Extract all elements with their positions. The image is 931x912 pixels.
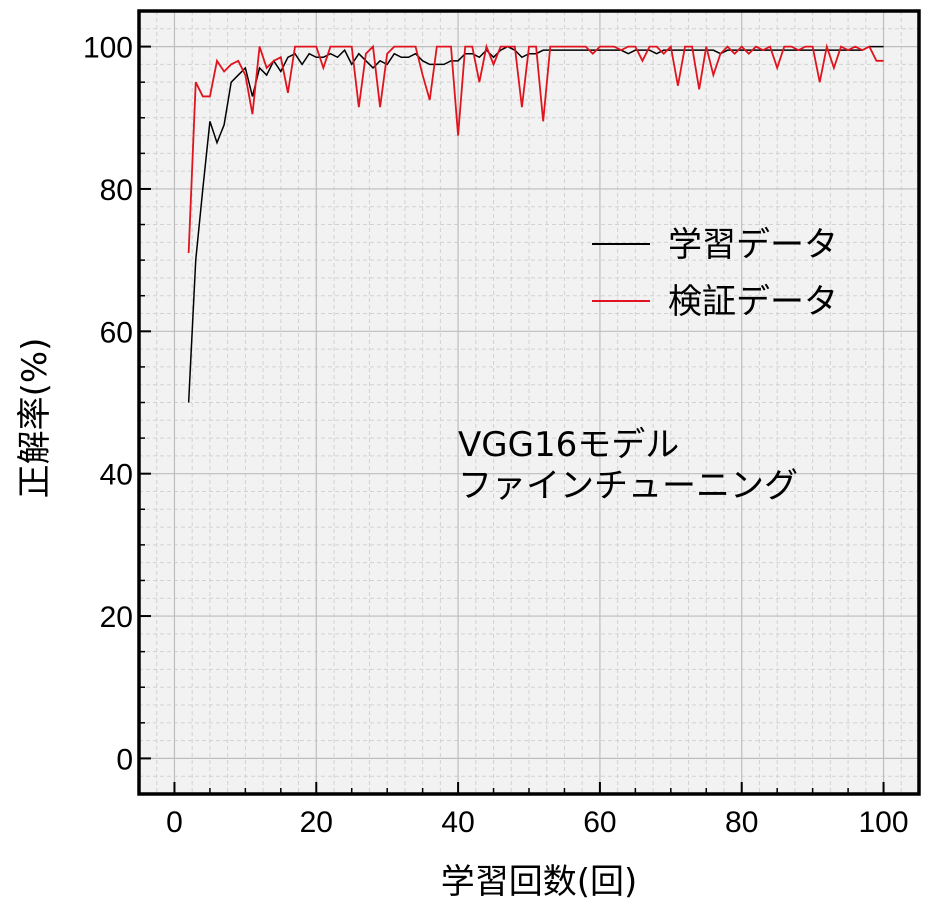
x-tick-label: 80 xyxy=(725,806,758,839)
x-tick-label: 100 xyxy=(859,806,909,839)
y-tick-label: 0 xyxy=(116,743,133,776)
annotation-model: VGG16モデル xyxy=(458,425,679,465)
x-tick-label: 60 xyxy=(583,806,616,839)
y-axis-label: 正解率(%) xyxy=(15,338,55,499)
y-tick-label: 60 xyxy=(100,316,133,349)
x-tick-label: 40 xyxy=(441,806,474,839)
legend: 学習データ 検証データ xyxy=(592,225,838,322)
major-grid xyxy=(139,11,919,794)
legend-label-validation: 検証データ xyxy=(668,282,838,322)
series-line-validation xyxy=(187,43,884,254)
y-tick-label: 20 xyxy=(100,601,133,634)
minor-grid xyxy=(138,10,920,795)
y-tick-label: 100 xyxy=(83,32,133,65)
legend-label-training: 学習データ xyxy=(668,225,838,265)
axis-ticks xyxy=(138,10,920,795)
y-tick-label: 80 xyxy=(100,174,133,207)
series-layer xyxy=(187,43,884,403)
x-axis-label: 学習回数(回) xyxy=(441,862,638,902)
x-tick-label: 20 xyxy=(300,806,333,839)
y-tick-label: 40 xyxy=(100,459,133,492)
annotation-method: ファインチューニング xyxy=(458,466,798,506)
x-tick-label: 0 xyxy=(166,806,183,839)
tick-labels: 0 20 40 60 80 100 0 20 40 60 80 100 xyxy=(83,32,909,839)
